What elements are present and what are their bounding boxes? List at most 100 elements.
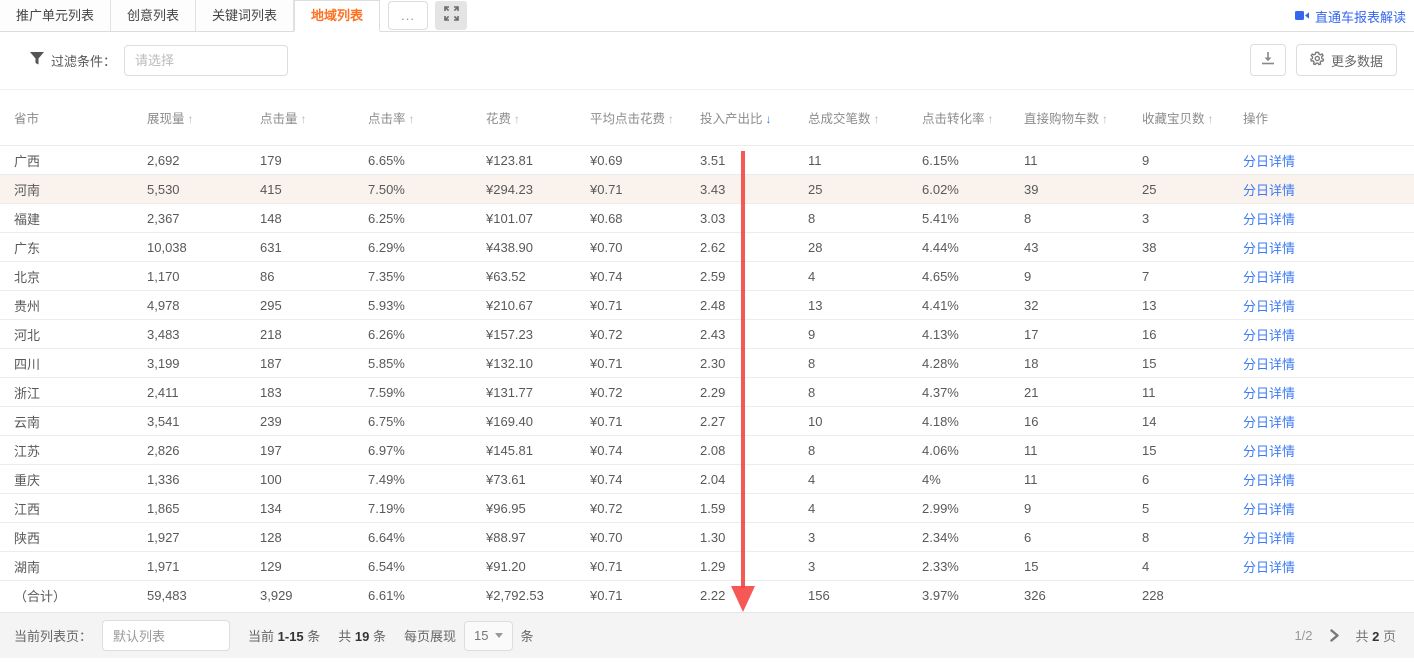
- daily-detail-link[interactable]: 分日详情: [1243, 269, 1296, 285]
- daily-detail-link[interactable]: 分日详情: [1243, 414, 1296, 430]
- daily-detail-link[interactable]: 分日详情: [1243, 182, 1296, 198]
- data-cell: 2.33%: [922, 551, 1024, 581]
- data-cell: 4: [1142, 551, 1243, 581]
- fullscreen-button[interactable]: [435, 1, 468, 30]
- column-header[interactable]: 花费 ↑: [486, 90, 590, 146]
- more-tabs-button[interactable]: ...: [388, 1, 429, 30]
- column-header[interactable]: 点击量 ↑: [260, 90, 368, 146]
- table-row: 河南 5,530 415 7.50% ¥294.23 ¥0.71 3.43 25 6.02% 39…: [0, 174, 1414, 204]
- data-cell: ¥0.74: [590, 261, 700, 291]
- sort-arrow-icon[interactable]: ↑: [668, 112, 675, 126]
- total-row: （合计） 59,483 3,929 6.61% ¥2,792.53 ¥0.71 2.22 15…: [0, 580, 1414, 610]
- data-cell: ¥0.71: [590, 551, 700, 581]
- tab-0[interactable]: 推广单元列表: [0, 0, 112, 31]
- total-pages-text: 共 2 页: [1355, 629, 1396, 644]
- table-header-row: 省市 展现量 ↑ 点击量 ↑ 点击率 ↑ 花费 ↑ 平均点击花费 ↑ 投入产出比 ↓ 总成交笔数 ↑ 点击转化…: [0, 90, 1414, 146]
- sort-arrow-icon[interactable]: ↑: [300, 112, 307, 126]
- daily-detail-link[interactable]: 分日详情: [1243, 530, 1296, 546]
- data-cell: 5: [1142, 493, 1243, 523]
- daily-detail-link[interactable]: 分日详情: [1243, 501, 1296, 517]
- filter-select-input[interactable]: [124, 45, 289, 76]
- table-body: 广西 2,692 179 6.65% ¥123.81 ¥0.69 3.51 11 6.15% 11…: [0, 145, 1414, 610]
- province-cell: 福建: [0, 203, 147, 233]
- sort-arrow-icon[interactable]: ↑: [873, 112, 880, 126]
- daily-detail-link[interactable]: 分日详情: [1243, 472, 1296, 488]
- action-cell: 分日详情: [1243, 319, 1414, 349]
- column-header[interactable]: 展现量 ↑: [147, 90, 260, 146]
- report-guide-label: 直通车报表解读: [1314, 10, 1406, 25]
- download-button[interactable]: [1249, 44, 1286, 76]
- data-cell: 4.65%: [922, 261, 1024, 291]
- column-header: 操作: [1243, 90, 1414, 146]
- table-row: 广东 10,038 631 6.29% ¥438.90 ¥0.70 2.62 28 4.44% 4…: [0, 232, 1414, 262]
- range-value: 1-15: [277, 629, 304, 644]
- column-header[interactable]: 直接购物车数 ↑: [1024, 90, 1142, 146]
- table-footer: 当前列表页： 默认列表 当前 1-15 条 共 19 条 每页展现 15 条 1…: [0, 612, 1414, 658]
- sort-arrow-icon[interactable]: ↑: [987, 112, 994, 126]
- data-cell: 6: [1142, 464, 1243, 494]
- column-header[interactable]: 平均点击花费 ↑: [590, 90, 700, 146]
- data-cell: 6.65%: [368, 145, 486, 175]
- daily-detail-link[interactable]: 分日详情: [1243, 240, 1296, 256]
- sort-arrow-icon[interactable]: ↓: [765, 112, 772, 126]
- daily-detail-link[interactable]: 分日详情: [1243, 356, 1296, 372]
- data-cell: 179: [260, 145, 368, 175]
- data-cell: 2.22: [700, 580, 808, 610]
- daily-detail-link[interactable]: 分日详情: [1243, 211, 1296, 227]
- data-cell: 32: [1024, 290, 1142, 320]
- daily-detail-link[interactable]: 分日详情: [1243, 385, 1296, 401]
- sort-arrow-icon[interactable]: ↑: [1102, 112, 1109, 126]
- sort-arrow-icon[interactable]: ↑: [408, 112, 415, 126]
- data-cell: ¥0.68: [590, 203, 700, 233]
- daily-detail-link[interactable]: 分日详情: [1243, 327, 1296, 343]
- province-cell: 云南: [0, 406, 147, 436]
- tab-3[interactable]: 地域列表: [294, 0, 381, 32]
- action-cell: 分日详情: [1243, 290, 1414, 320]
- data-cell: 4.37%: [922, 377, 1024, 407]
- sort-arrow-icon[interactable]: ↑: [187, 112, 194, 126]
- action-cell: 分日详情: [1243, 406, 1414, 436]
- data-cell: 3.51: [700, 145, 808, 175]
- more-data-button[interactable]: 更多数据: [1295, 44, 1397, 76]
- column-header[interactable]: 点击率 ↑: [368, 90, 486, 146]
- data-cell: 5.93%: [368, 290, 486, 320]
- data-cell: 1,971: [147, 551, 260, 581]
- download-icon: [1261, 51, 1275, 70]
- table-row: 广西 2,692 179 6.65% ¥123.81 ¥0.69 3.51 11 6.15% 11…: [0, 145, 1414, 175]
- table-row: 江苏 2,826 197 6.97% ¥145.81 ¥0.74 2.08 8 4.06% 11 1…: [0, 435, 1414, 465]
- data-cell: 4.13%: [922, 319, 1024, 349]
- action-cell: 分日详情: [1243, 174, 1414, 204]
- sort-arrow-icon[interactable]: ↑: [1207, 112, 1214, 126]
- daily-detail-link[interactable]: 分日详情: [1243, 298, 1296, 314]
- per-page-select[interactable]: 15: [464, 620, 513, 651]
- column-header[interactable]: 投入产出比 ↓: [700, 90, 808, 146]
- column-header[interactable]: 点击转化率 ↑: [922, 90, 1024, 146]
- data-cell: 39: [1024, 174, 1142, 204]
- tab-list: 推广单元列表 创意列表 关键词列表 地域列表: [0, 0, 381, 32]
- daily-detail-link[interactable]: 分日详情: [1243, 559, 1296, 575]
- tab-1[interactable]: 创意列表: [111, 0, 197, 31]
- data-cell: 25: [1142, 174, 1243, 204]
- data-cell: 6: [1024, 522, 1142, 552]
- data-cell: 15: [1024, 551, 1142, 581]
- daily-detail-link[interactable]: 分日详情: [1243, 443, 1296, 459]
- data-cell: 2.27: [700, 406, 808, 436]
- tab-2[interactable]: 关键词列表: [196, 0, 295, 31]
- column-header[interactable]: 收藏宝贝数 ↑: [1142, 90, 1243, 146]
- data-cell: 2.30: [700, 348, 808, 378]
- daily-detail-link[interactable]: 分日详情: [1243, 153, 1296, 169]
- report-guide-link[interactable]: 直通车报表解读: [1294, 7, 1406, 26]
- tab-bar: 推广单元列表 创意列表 关键词列表 地域列表 ...: [0, 0, 1414, 32]
- column-header[interactable]: 总成交笔数 ↑: [808, 90, 922, 146]
- data-cell: 2.04: [700, 464, 808, 494]
- table-row: 四川 3,199 187 5.85% ¥132.10 ¥0.71 2.30 8 4.28% 18 1…: [0, 348, 1414, 378]
- action-cell: 分日详情: [1243, 493, 1414, 523]
- data-cell: 3,199: [147, 348, 260, 378]
- sort-arrow-icon[interactable]: ↑: [514, 112, 521, 126]
- video-icon: [1294, 9, 1310, 24]
- data-cell: ¥0.72: [590, 377, 700, 407]
- data-cell: ¥96.95: [486, 493, 590, 523]
- next-page-button[interactable]: [1329, 629, 1340, 642]
- list-select[interactable]: 默认列表: [102, 620, 231, 651]
- action-cell: 分日详情: [1243, 551, 1414, 581]
